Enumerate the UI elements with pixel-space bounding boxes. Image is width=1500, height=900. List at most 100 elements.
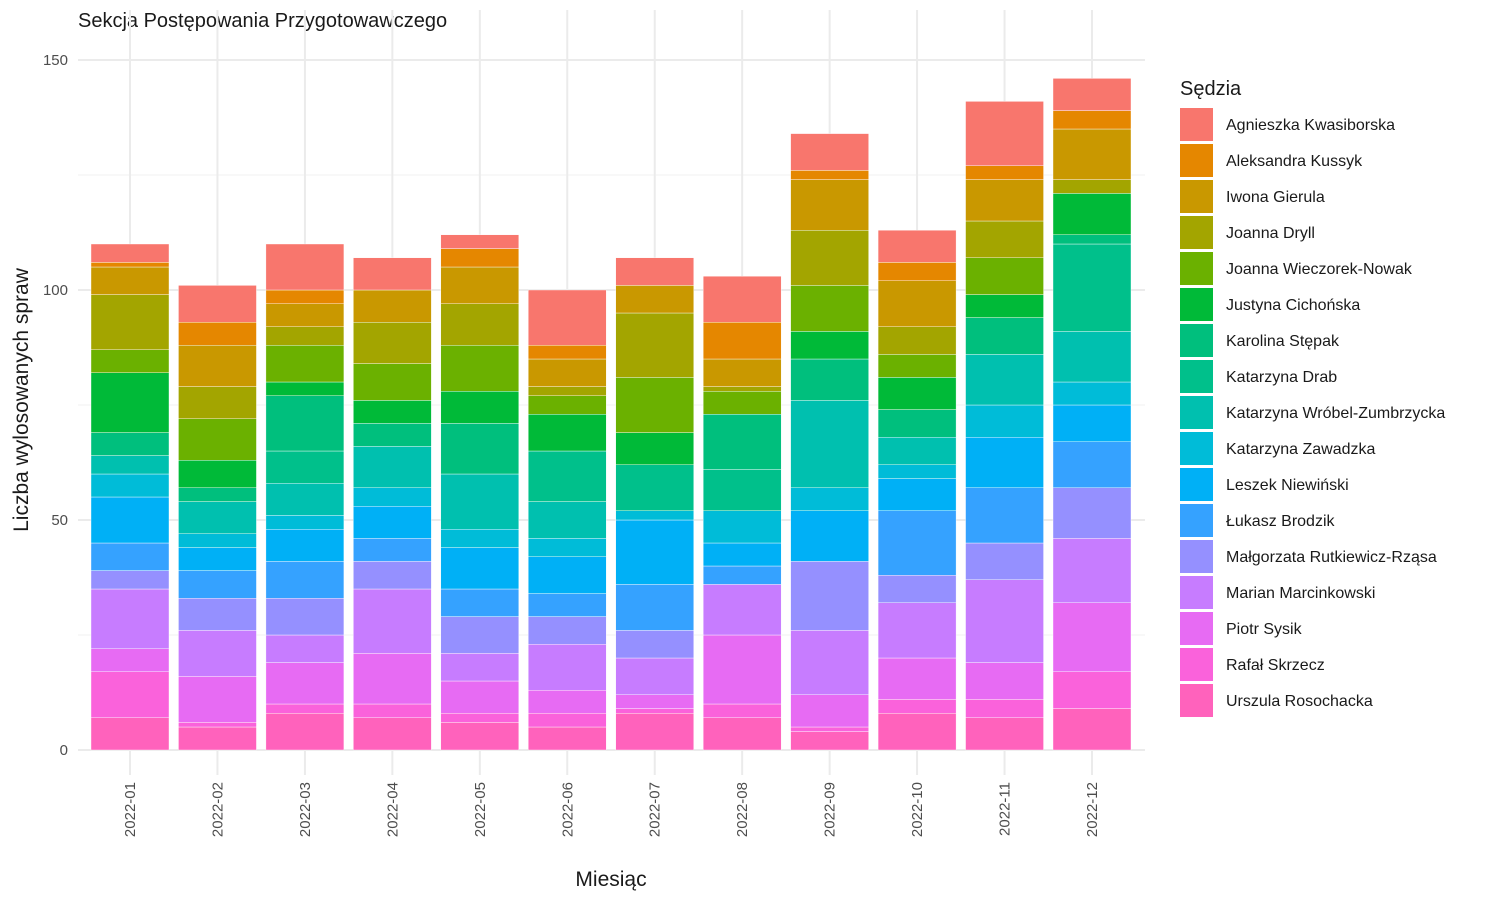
y-tick-label: 100 (43, 282, 68, 299)
legend-swatch (1180, 108, 1213, 141)
bar-segment (440, 303, 520, 346)
bar-segment (615, 464, 694, 511)
x-axis-title: Miesiąc (575, 868, 646, 891)
legend-label: Marian Marcinkowski (1226, 585, 1375, 602)
bar-segment (265, 483, 345, 516)
bar-segment (877, 713, 957, 751)
legend-swatch (1180, 648, 1213, 681)
bar-segment (440, 680, 520, 714)
legend-swatch (1180, 396, 1213, 429)
bar-segment (965, 294, 1044, 318)
bar-segment (528, 501, 607, 539)
legend-label: Rafał Skrzecz (1226, 657, 1325, 674)
bar-segment (702, 358, 782, 387)
x-tick-label: 2022-10 (909, 782, 926, 837)
bar-segment (965, 179, 1044, 222)
bar-segment (790, 694, 869, 728)
y-tick-label: 150 (43, 52, 68, 69)
legend-label: Katarzyna Drab (1226, 369, 1337, 386)
bar-segment (90, 570, 170, 590)
bar-segment (178, 630, 257, 677)
bar-segment (178, 460, 257, 489)
bar-segment (615, 377, 694, 433)
x-tick-label: 2022-05 (472, 782, 489, 837)
bar-segment (178, 386, 257, 420)
bar-segment (440, 391, 520, 424)
bar-segment (615, 657, 694, 695)
bar-segment (90, 372, 170, 433)
bar-segment (440, 616, 520, 654)
bar-segment (877, 262, 957, 281)
bar-segment (790, 331, 869, 360)
bar-segment (440, 588, 520, 617)
legend-swatch (1180, 504, 1213, 537)
legend-label: Agnieszka Kwasiborska (1226, 117, 1395, 134)
bar-segment (877, 409, 957, 438)
bar-segment (1052, 671, 1132, 709)
bar-segment (702, 717, 782, 751)
bar-segment (1052, 708, 1132, 751)
bar-segment (353, 257, 432, 291)
bar-segment (178, 533, 257, 548)
bar-segment (702, 414, 782, 470)
legend-label: Iwona Gierula (1226, 189, 1325, 206)
legend-label: Katarzyna Zawadzka (1226, 441, 1376, 458)
legend-label: Piotr Sysik (1226, 621, 1303, 638)
bar-segment (702, 703, 782, 719)
bar-segment (790, 133, 869, 171)
bar-segment (528, 395, 607, 415)
bar-segment (877, 510, 957, 576)
bar-segment (528, 593, 607, 617)
bar-segment (353, 289, 432, 323)
bar-segment (965, 257, 1044, 295)
bar-segment (877, 326, 957, 355)
bar-segment (615, 312, 694, 378)
bar-segment (90, 542, 170, 571)
bar-segment (790, 170, 869, 180)
legend-title: Sędzia (1180, 78, 1242, 100)
bar-segment (877, 478, 957, 512)
y-tick-label: 0 (60, 742, 68, 759)
bar-segment (1052, 110, 1132, 130)
x-tick-label: 2022-11 (997, 782, 1014, 836)
bars (90, 78, 1132, 751)
bar-segment (877, 229, 957, 263)
bar-segment (90, 455, 170, 475)
bar-segment (790, 358, 869, 401)
bar-segment (790, 630, 869, 696)
bar-segment (440, 423, 520, 475)
bar-segment (1052, 128, 1132, 180)
bar-segment (790, 179, 869, 231)
y-axis-ticks: 0 50 100 150 (43, 52, 68, 759)
bar-segment (702, 276, 782, 323)
bar-segment (90, 717, 170, 751)
bar-segment (702, 391, 782, 415)
legend-swatch (1180, 216, 1213, 249)
bar-segment (353, 588, 432, 654)
legend-label: Katarzyna Wróbel-Zumbrzycka (1226, 405, 1445, 422)
bar-segment (353, 561, 432, 590)
bar-segment (265, 303, 345, 327)
bar-segment (178, 501, 257, 535)
bar-segment (353, 538, 432, 562)
bar-segment (440, 529, 520, 548)
bar-segment (528, 690, 607, 714)
bar-segment (178, 487, 257, 502)
bar-segment (1052, 331, 1132, 383)
bar-segment (353, 322, 432, 364)
bar-segment (265, 713, 345, 751)
bar-segment (440, 345, 520, 392)
bar-segment (877, 437, 957, 466)
bar-segment (265, 381, 345, 397)
bar-segment (1052, 234, 1132, 245)
bar-segment (178, 676, 257, 723)
x-axis-ticks: 2022-01 2022-02 2022-03 2022-04 2022-05 2022-… (122, 782, 1101, 837)
bar-segment (1052, 78, 1132, 111)
legend-swatch (1180, 252, 1213, 285)
bar-segment (265, 345, 345, 383)
bar-segment (265, 703, 345, 714)
bar-segment (265, 395, 345, 452)
bar-segment (965, 717, 1044, 751)
bar-segment (90, 496, 170, 544)
